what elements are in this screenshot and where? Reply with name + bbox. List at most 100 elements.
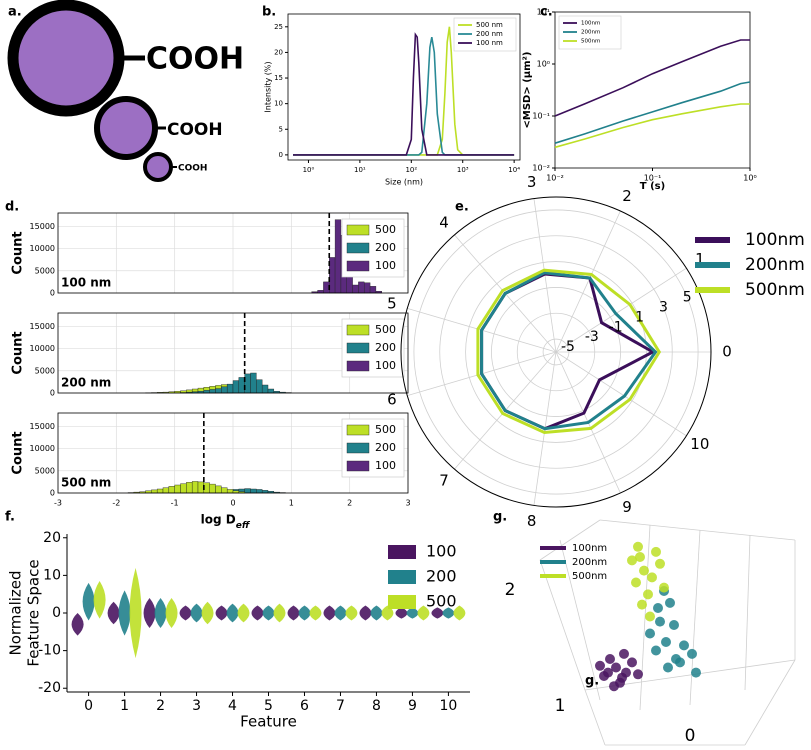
y-tick-label: 10⁻¹ xyxy=(532,112,550,121)
scatter-point xyxy=(655,558,665,569)
plot-frame xyxy=(57,412,409,494)
angle-label: 7 xyxy=(439,472,449,490)
x-tick-label: -2 xyxy=(112,499,120,508)
y-tick-label: -10 xyxy=(38,643,61,659)
box-edge xyxy=(539,519,601,561)
x-tick-label: 8 xyxy=(372,698,381,714)
group-label: COOH xyxy=(146,42,244,77)
radial-tick-label: -3 xyxy=(585,329,599,345)
radial-tick-label: 5 xyxy=(683,290,692,306)
y-axis-label: Count xyxy=(11,431,26,474)
series-line xyxy=(293,36,515,156)
legend-label: 100nm xyxy=(572,543,607,554)
violin xyxy=(107,601,120,625)
scatter-point xyxy=(661,637,671,647)
histogram-bar xyxy=(191,481,199,494)
x-tick-label: 5 xyxy=(264,698,273,714)
legend-label: 200nm xyxy=(745,255,805,275)
particle-small xyxy=(143,152,173,182)
violin xyxy=(417,605,430,621)
x-tick-label: 10² xyxy=(405,166,417,174)
legend-swatch xyxy=(346,260,370,272)
violin xyxy=(453,605,466,621)
scatter-point xyxy=(611,662,621,673)
histogram-bar xyxy=(162,487,170,494)
violin xyxy=(431,607,444,619)
legend-swatch xyxy=(346,442,370,454)
y-tick-label: 10 xyxy=(43,567,61,583)
scatter-point xyxy=(603,667,613,678)
x-tick-label: 4 xyxy=(228,698,237,714)
x-tick-label: 9 xyxy=(408,698,417,714)
y-tick-label: 10000 xyxy=(30,344,55,353)
histogram-bar xyxy=(232,380,240,394)
scatter-point xyxy=(633,669,643,680)
particle-large xyxy=(7,0,125,117)
histogram-bar xyxy=(369,286,377,294)
legend-label: 500 nm xyxy=(476,21,503,29)
y-axis-label: Count xyxy=(11,331,26,374)
histogram-bar xyxy=(215,388,222,394)
x-tick-label: 7 xyxy=(336,698,345,714)
angle-label: 5 xyxy=(387,294,397,312)
radial-tick-label: 3 xyxy=(659,300,668,316)
box-edge xyxy=(584,689,606,746)
legend-label: 200nm xyxy=(572,557,607,568)
x-tick-label: -3 xyxy=(54,499,62,508)
y-tick-label: 10000 xyxy=(30,444,55,453)
legend-label: 500nm xyxy=(581,39,600,45)
histogram-bar xyxy=(226,383,234,394)
axis-label: 1 xyxy=(555,696,566,716)
inner-label: g. xyxy=(585,674,599,689)
legend-swatch xyxy=(388,545,416,559)
x-tick-label: 0 xyxy=(230,499,235,508)
histogram-bar xyxy=(226,489,234,494)
series-line xyxy=(554,81,751,144)
x-tick-label: 10⁴ xyxy=(508,166,520,174)
y-tick-label: 5 xyxy=(279,125,283,133)
histogram-bar xyxy=(250,372,257,394)
box-edge xyxy=(539,559,586,691)
histogram-bar xyxy=(250,488,257,494)
x-axis-label: log Deff xyxy=(201,513,251,531)
y-tick-label: 20 xyxy=(274,48,283,56)
box-edge xyxy=(599,519,796,541)
box-edge xyxy=(744,534,751,691)
histogram-bar xyxy=(197,481,205,494)
subplot-annotation: 200 nm xyxy=(61,376,111,390)
y-tick-label: 25 xyxy=(274,23,283,31)
violin xyxy=(165,597,178,629)
violin xyxy=(345,605,358,621)
y-tick-label: -20 xyxy=(38,680,61,696)
series-line xyxy=(293,32,515,156)
y-axis-label: Normalized xyxy=(7,570,25,655)
x-tick-label: 1 xyxy=(289,499,294,508)
violin xyxy=(251,605,264,621)
x-tick-label: 2 xyxy=(156,698,165,714)
angle-label: 8 xyxy=(527,512,537,530)
legend-label: 100 xyxy=(375,359,396,372)
y-tick-label: 0 xyxy=(52,605,61,621)
y-tick-label: 15000 xyxy=(30,222,55,231)
y-axis-label: Feature Space xyxy=(25,559,43,666)
histogram-bar xyxy=(186,482,193,494)
x-tick-label: 10³ xyxy=(457,166,469,174)
panel-label: d. xyxy=(5,200,19,215)
legend-label: 100nm xyxy=(581,21,600,27)
axis-label: 0 xyxy=(685,726,696,746)
histogram-bar xyxy=(221,487,228,494)
radial-tick-label: -1 xyxy=(609,319,623,335)
y-tick-label: 0 xyxy=(50,489,55,498)
histogram-bar xyxy=(174,484,181,494)
violin xyxy=(82,582,95,621)
scatter-point xyxy=(675,657,685,668)
radial-tick-label: 1 xyxy=(635,309,644,325)
scatter-point xyxy=(691,667,701,678)
scatter-point xyxy=(595,660,605,671)
scatter-point xyxy=(639,565,649,576)
panel-label: e. xyxy=(455,200,469,215)
y-tick-label: 20 xyxy=(43,530,61,546)
x-axis-label: Feature xyxy=(240,713,297,731)
histogram-bar xyxy=(203,482,210,494)
x-tick-label: 10⁻² xyxy=(546,174,564,183)
